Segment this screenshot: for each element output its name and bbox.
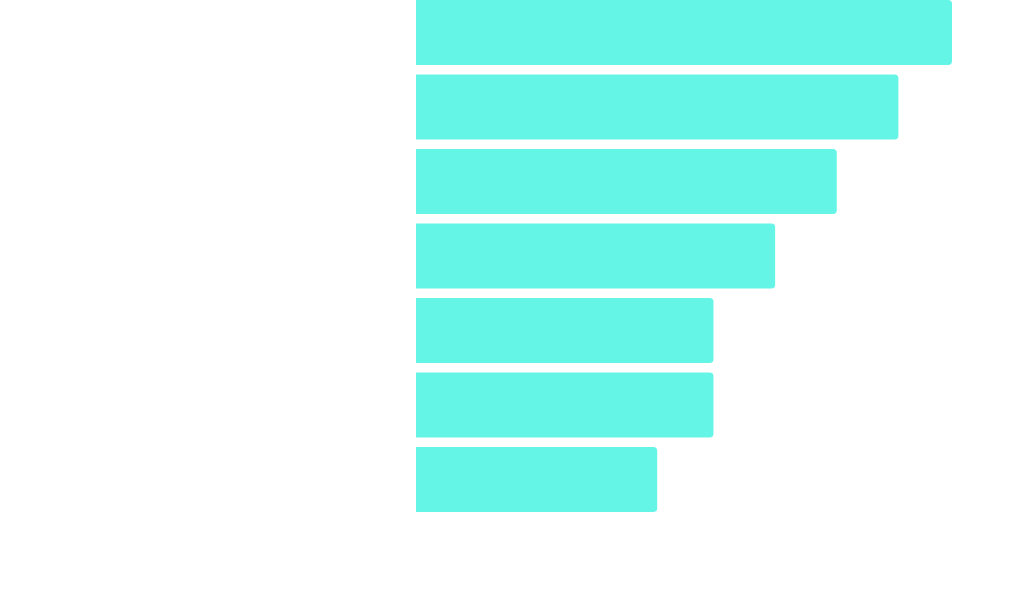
bar-4 [416, 223, 776, 289]
bar-group [416, 0, 952, 512]
bar-3 [416, 149, 837, 214]
bar-2 [416, 74, 899, 140]
bar-1 [416, 0, 952, 65]
bar-7 [416, 447, 658, 512]
bar-6 [416, 372, 714, 438]
bar-5 [416, 298, 714, 363]
